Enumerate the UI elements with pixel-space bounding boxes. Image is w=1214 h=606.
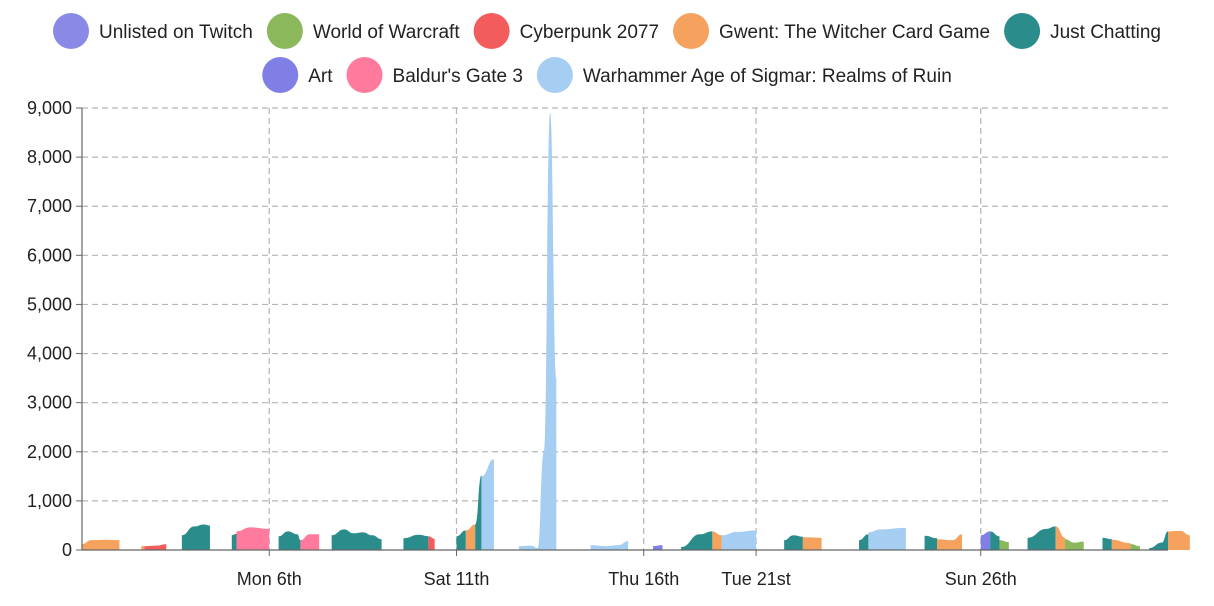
area-gwent-the-witcher-card-game[interactable] bbox=[937, 534, 963, 550]
y-tick-label: 2,000 bbox=[27, 442, 72, 462]
area-just-chatting[interactable] bbox=[456, 530, 466, 550]
area-just-chatting[interactable] bbox=[1102, 537, 1112, 550]
area-world-of-warcraft[interactable] bbox=[999, 540, 1009, 550]
area-just-chatting[interactable] bbox=[278, 531, 301, 550]
legend-label-world-of-warcraft: World of Warcraft bbox=[313, 22, 460, 43]
legend-item-just-chatting[interactable]: Just Chatting bbox=[1004, 13, 1161, 49]
area-cyberpunk-2077[interactable] bbox=[428, 536, 435, 550]
area-gwent-the-witcher-card-game[interactable] bbox=[1168, 530, 1190, 550]
x-tick-label: Sat 11th bbox=[424, 569, 490, 589]
area-world-of-warcraft[interactable] bbox=[1130, 544, 1140, 550]
area-warhammer-age-of-sigmar-realms-of-ruin[interactable] bbox=[481, 459, 494, 550]
y-tick-label: 9,000 bbox=[27, 98, 72, 118]
legend-label-gwent-the-witcher-card-game: Gwent: The Witcher Card Game bbox=[719, 22, 990, 43]
legend-swatch-warhammer-age-of-sigmar-realms-of-ruin bbox=[536, 57, 573, 93]
area-world-of-warcraft[interactable] bbox=[1065, 539, 1084, 550]
area-gwent-the-witcher-card-game[interactable] bbox=[712, 531, 722, 550]
legend-item-gwent-the-witcher-card-game[interactable]: Gwent: The Witcher Card Game bbox=[673, 13, 990, 49]
legend-swatch-just-chatting bbox=[1004, 13, 1041, 49]
x-tick-label: Sun 26th bbox=[945, 569, 1017, 589]
area-cyberpunk-2077[interactable] bbox=[144, 544, 167, 550]
x-tick-label: Tue 21st bbox=[721, 569, 790, 589]
area-just-chatting[interactable] bbox=[784, 535, 803, 550]
legend-swatch-cyberpunk-2077 bbox=[473, 13, 510, 49]
legend-item-baldur-s-gate-3[interactable]: Baldur's Gate 3 bbox=[346, 57, 523, 93]
grid bbox=[82, 107, 1168, 550]
area-just-chatting[interactable] bbox=[181, 524, 210, 550]
axes: 0 1,000 2,000 3,000 4,000 5,000 6,000 7,000 8,00… bbox=[27, 98, 1168, 589]
area-just-chatting[interactable] bbox=[1027, 526, 1056, 550]
y-tick-label: 1,000 bbox=[27, 491, 72, 511]
legend-label-baldur-s-gate-3: Baldur's Gate 3 bbox=[393, 66, 523, 87]
area-gwent-the-witcher-card-game[interactable] bbox=[141, 546, 145, 550]
area-warhammer-age-of-sigmar-realms-of-ruin[interactable] bbox=[868, 527, 906, 550]
area-warhammer-age-of-sigmar-realms-of-ruin[interactable] bbox=[721, 530, 757, 550]
legend-item-unlisted-on-twitch[interactable]: Unlisted on Twitch bbox=[53, 13, 253, 49]
y-tick-label: 3,000 bbox=[27, 393, 72, 413]
area-gwent-the-witcher-card-game[interactable] bbox=[1055, 526, 1066, 550]
area-art[interactable] bbox=[653, 545, 663, 550]
area-just-chatting[interactable] bbox=[231, 533, 237, 550]
legend-label-art: Art bbox=[308, 66, 333, 87]
legend-item-cyberpunk-2077[interactable]: Cyberpunk 2077 bbox=[473, 13, 659, 49]
legend-label-warhammer-age-of-sigmar-realms-of-ruin: Warhammer Age of Sigmar: Realms of Ruin bbox=[583, 66, 952, 87]
y-tick-label: 5,000 bbox=[27, 294, 72, 314]
legend-label-unlisted-on-twitch: Unlisted on Twitch bbox=[99, 22, 253, 43]
legend-item-world-of-warcraft[interactable]: World of Warcraft bbox=[266, 13, 460, 49]
x-tick-label: Mon 6th bbox=[237, 569, 302, 589]
y-tick-label: 4,000 bbox=[27, 344, 72, 364]
area-art[interactable] bbox=[980, 531, 991, 550]
legend-item-warhammer-age-of-sigmar-realms-of-ruin[interactable]: Warhammer Age of Sigmar: Realms of Ruin bbox=[536, 57, 952, 93]
area-warhammer-age-of-sigmar-realms-of-ruin[interactable] bbox=[590, 541, 629, 550]
area-just-chatting[interactable] bbox=[990, 531, 1000, 550]
legend: Unlisted on Twitch World of Warcraft Cyber… bbox=[53, 13, 1161, 93]
area-just-chatting[interactable] bbox=[859, 534, 869, 550]
area-just-chatting[interactable] bbox=[475, 475, 482, 550]
area-just-chatting[interactable] bbox=[403, 534, 429, 550]
y-tick-label: 0 bbox=[62, 540, 72, 560]
area-gwent-the-witcher-card-game[interactable] bbox=[82, 539, 120, 550]
area-just-chatting[interactable] bbox=[681, 531, 713, 550]
area-just-chatting[interactable] bbox=[924, 535, 938, 550]
area-warhammer-age-of-sigmar-realms-of-ruin[interactable] bbox=[518, 112, 557, 550]
y-tick-label: 6,000 bbox=[27, 245, 72, 265]
legend-swatch-unlisted-on-twitch bbox=[53, 13, 90, 49]
legend-label-just-chatting: Just Chatting bbox=[1050, 22, 1161, 43]
x-tick-label: Thu 16th bbox=[608, 569, 679, 589]
legend-swatch-gwent-the-witcher-card-game bbox=[673, 13, 710, 49]
y-tick-label: 8,000 bbox=[27, 147, 72, 167]
area-gwent-the-witcher-card-game[interactable] bbox=[465, 524, 476, 550]
area-gwent-the-witcher-card-game[interactable] bbox=[1111, 539, 1131, 550]
legend-swatch-baldur-s-gate-3 bbox=[346, 57, 383, 93]
plot-areas bbox=[82, 112, 1190, 550]
y-tick-label: 7,000 bbox=[27, 196, 72, 216]
legend-swatch-world-of-warcraft bbox=[266, 13, 303, 49]
area-gwent-the-witcher-card-game[interactable] bbox=[802, 537, 822, 550]
legend-swatch-art bbox=[262, 57, 299, 93]
legend-item-art[interactable]: Art bbox=[262, 57, 333, 93]
legend-label-cyberpunk-2077: Cyberpunk 2077 bbox=[520, 22, 659, 43]
area-just-chatting[interactable] bbox=[331, 529, 382, 550]
area-just-chatting[interactable] bbox=[1149, 531, 1168, 550]
area-baldur-s-gate-3[interactable] bbox=[236, 527, 270, 550]
area-baldur-s-gate-3[interactable] bbox=[300, 534, 320, 550]
